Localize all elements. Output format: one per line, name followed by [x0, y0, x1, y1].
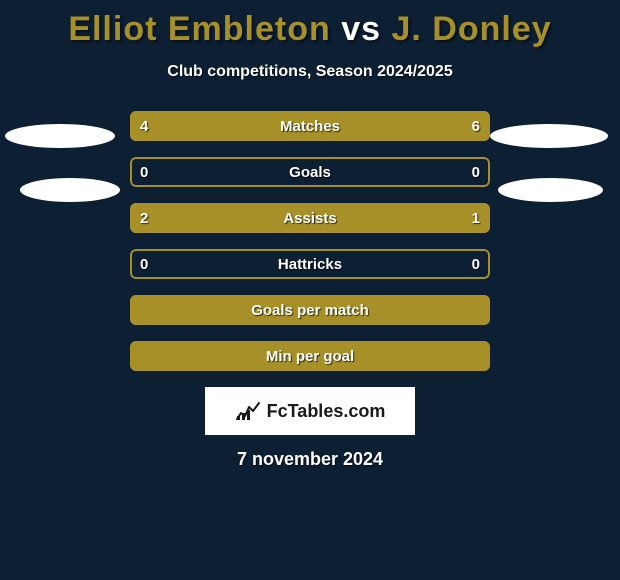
decorative-ellipse — [498, 178, 603, 202]
brand-logo-icon — [235, 401, 261, 421]
comparison-title: Elliot Embleton vs J. Donley — [0, 0, 620, 49]
stat-row: Hattricks0 0 — [130, 249, 490, 279]
stat-row: Assists2 1 — [130, 203, 490, 233]
date-label: 7 november 2024 — [0, 449, 620, 470]
stat-value-left: 0 — [140, 157, 148, 187]
vs-label: vs — [341, 10, 381, 48]
stat-label: Goals per match — [130, 295, 490, 325]
decorative-ellipse — [5, 124, 115, 148]
stat-row: Goals per match — [130, 295, 490, 325]
stat-row: Matches4 6 — [130, 111, 490, 141]
stat-label: Matches — [130, 111, 490, 141]
brand-text: FcTables.com — [267, 401, 386, 422]
stat-value-right: 1 — [472, 203, 480, 233]
stat-value-right: 6 — [472, 111, 480, 141]
player2-name: J. Donley — [392, 10, 552, 48]
stat-label: Hattricks — [130, 249, 490, 279]
stat-label: Assists — [130, 203, 490, 233]
stat-value-left: 0 — [140, 249, 148, 279]
stat-label: Min per goal — [130, 341, 490, 371]
stat-value-left: 2 — [140, 203, 148, 233]
stat-value-right: 0 — [472, 157, 480, 187]
player1-name: Elliot Embleton — [68, 10, 330, 48]
subtitle: Club competitions, Season 2024/2025 — [0, 63, 620, 81]
brand-badge: FcTables.com — [205, 387, 415, 435]
decorative-ellipse — [490, 124, 608, 148]
decorative-ellipse — [20, 178, 120, 202]
stat-value-right: 0 — [472, 249, 480, 279]
stat-label: Goals — [130, 157, 490, 187]
stat-row: Min per goal — [130, 341, 490, 371]
stats-container: Matches46Goals00Assists21Hattricks00Goal… — [130, 111, 490, 371]
stat-row: Goals0 0 — [130, 157, 490, 187]
stat-value-left: 4 — [140, 111, 148, 141]
